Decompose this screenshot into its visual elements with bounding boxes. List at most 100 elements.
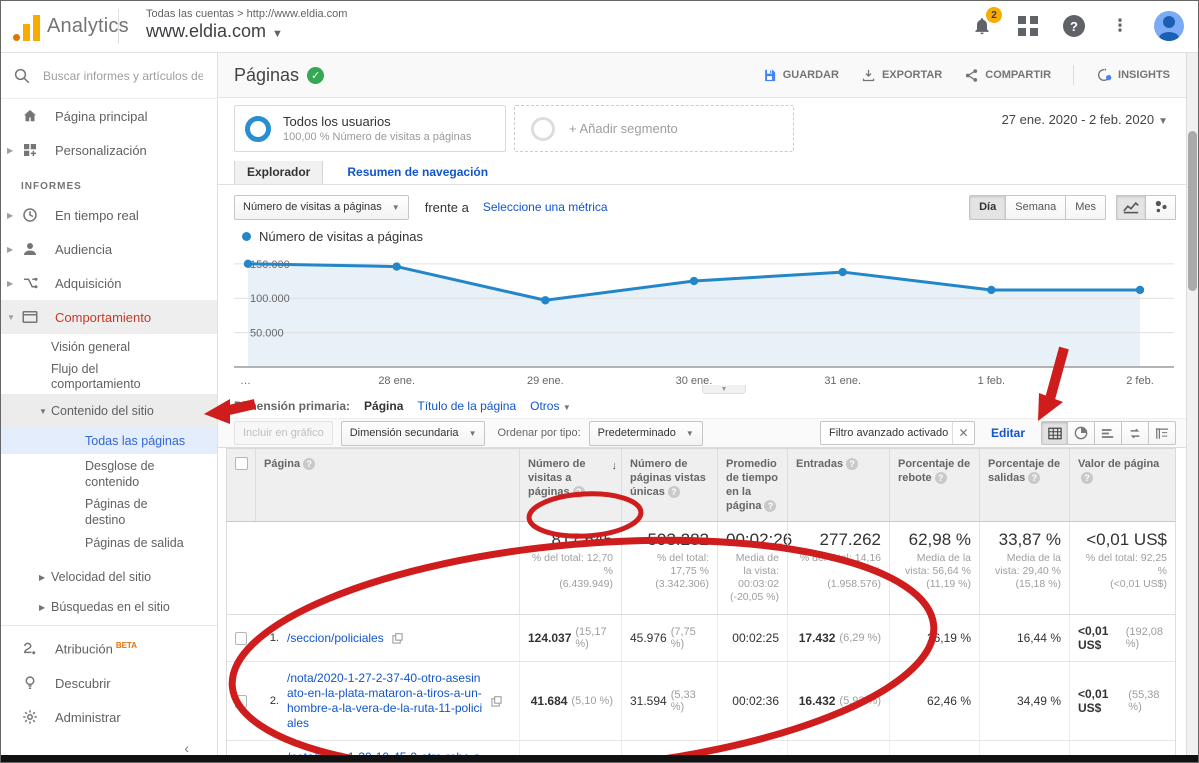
row-checkbox[interactable] (235, 694, 247, 708)
sidebar-item-vision-general[interactable]: Visión general (51, 340, 130, 354)
column-header-valor[interactable]: Valor de página? (1069, 449, 1175, 521)
row-checkbox[interactable] (235, 631, 247, 645)
scrollbar-thumb[interactable] (1188, 131, 1197, 291)
sidebar-item-descubrir[interactable]: Descubrir (1, 666, 217, 700)
sidebar-item-paginas-destino[interactable]: Páginas de destino (85, 497, 148, 527)
granularity-day-button[interactable]: Día (969, 194, 1007, 220)
help-icon[interactable]: ? (1081, 472, 1093, 484)
help-icon[interactable]: ? (764, 500, 777, 512)
column-header-pagina[interactable]: Página? (255, 449, 519, 521)
sidebar-search (1, 53, 217, 99)
table-view-button[interactable] (1041, 421, 1068, 445)
cell-vistas-unicas: 31.594 (5,33 %) (621, 662, 717, 740)
tab-resumen-navegacion[interactable]: Resumen de navegación (347, 165, 489, 179)
select-all-checkbox[interactable] (235, 457, 248, 470)
help-icon[interactable]: ? (303, 458, 316, 470)
add-segment-button[interactable]: + Añadir segmento (514, 105, 794, 152)
column-header-tiempo[interactable]: Promedio de tiempo en la página? (717, 449, 787, 521)
versus-label: frente a (424, 199, 469, 215)
column-header-entradas[interactable]: Entradas? (787, 449, 889, 521)
cell-salidas: 16,44 % (979, 615, 1069, 661)
help-button[interactable]: ? (1062, 14, 1086, 38)
comparison-view-button[interactable] (1122, 421, 1149, 445)
chevron-down-icon: ▼ (39, 406, 47, 416)
help-icon[interactable]: ? (667, 486, 680, 498)
timeseries-chart[interactable]: 50.000 100.000 150.000… 28 ene. 29 ene. 30 en… (234, 249, 1176, 391)
share-icon (966, 68, 978, 82)
column-header-visitas[interactable]: Número de visitas a páginas? ↓ (519, 449, 621, 521)
sidebar-collapse-button[interactable]: ‹ (1, 734, 217, 762)
help-icon[interactable]: ? (846, 458, 859, 470)
external-link-icon[interactable] (392, 632, 403, 644)
sidebar-item-contenido-sitio[interactable]: ▼ Contenido del sitio (1, 394, 217, 428)
analytics-logo-icon[interactable] (13, 13, 40, 41)
insights-button[interactable]: INSIGHTS (1096, 67, 1170, 83)
svg-text:100.000: 100.000 (250, 293, 290, 305)
sidebar-item-paginas-salida[interactable]: Páginas de salida (85, 536, 184, 550)
save-button[interactable]: GUARDAR (762, 68, 839, 83)
page-link[interactable]: /seccion/policiales (287, 630, 384, 645)
sidebar-item-comportamiento[interactable]: ▼ Comportamiento (1, 300, 217, 334)
user-avatar[interactable] (1154, 11, 1184, 41)
metric-dropdown[interactable]: Número de visitas a páginas ▼ (234, 194, 409, 220)
date-range-selector[interactable]: 27 ene. 2020 - 2 feb. 2020 ▼ (1001, 112, 1168, 127)
sort-type-dropdown[interactable]: Predeterminado ▼ (588, 420, 703, 446)
sidebar-item-atribucion[interactable]: Atribución BETA (1, 632, 217, 666)
sidebar-item-personalizacion[interactable]: ▶ Personalización (1, 133, 217, 167)
share-button[interactable]: COMPARTIR (964, 68, 1051, 83)
segment-all-users[interactable]: Todos los usuarios 100,00 % Número de vi… (234, 105, 506, 152)
page-link[interactable]: /nota/2020-1-27-2-37-40-otro-asesinato-e… (287, 671, 483, 730)
granularity-week-button[interactable]: Semana (1006, 194, 1067, 220)
apps-grid-button[interactable] (1016, 14, 1040, 38)
svg-text:50.000: 50.000 (250, 328, 284, 340)
motion-chart-toggle-button[interactable] (1146, 194, 1176, 220)
secondary-dimension-dropdown[interactable]: Dimensión secundaria ▼ (340, 420, 486, 446)
cell-valor: 0,00 US$(0,00 %) (1069, 741, 1175, 762)
sidebar-item-flujo-comportamiento[interactable]: Flujo del comportamiento (51, 362, 141, 391)
cell-salidas: 32,12 % (979, 741, 1069, 762)
dimension-pagina[interactable]: Página (364, 398, 404, 413)
help-icon[interactable]: ? (934, 472, 947, 484)
account-breadcrumb[interactable]: Todas las cuentas > http://www.eldia.com (146, 8, 348, 20)
column-header-rebote[interactable]: Porcentaje de rebote? (889, 449, 979, 521)
more-menu-button[interactable]: ⋮ (1108, 14, 1132, 38)
sidebar-item-adquisicion[interactable]: ▶ Adquisición (1, 266, 217, 300)
chevron-down-icon: ▼ (272, 28, 283, 40)
chart-expand-handle[interactable]: ▼ (702, 385, 746, 394)
tab-explorador[interactable]: Explorador (234, 160, 324, 184)
search-input[interactable] (43, 68, 203, 83)
notifications-button[interactable]: 2 (970, 7, 1002, 38)
sidebar-item-velocidad-sitio[interactable]: ▶ Velocidad del sitio (39, 570, 152, 584)
pivot-view-button[interactable] (1149, 421, 1176, 445)
advanced-filter-chip[interactable]: Filtro avanzado activado ✕ (819, 421, 975, 445)
property-selector[interactable]: www.eldia.com ▼ (146, 21, 283, 41)
sidebar-item-administrar[interactable]: Administrar (1, 700, 217, 734)
line-chart-toggle-button[interactable] (1116, 194, 1146, 220)
clear-filter-button[interactable]: ✕ (951, 422, 974, 444)
help-icon[interactable]: ? (1028, 472, 1041, 484)
performance-view-button[interactable] (1095, 421, 1122, 445)
select-metric-link[interactable]: Seleccione una métrica (482, 200, 608, 214)
external-link-icon[interactable] (491, 695, 502, 707)
sidebar-item-home[interactable]: Página principal (1, 99, 217, 133)
chevron-right-icon: ▶ (7, 278, 14, 288)
vertical-scrollbar[interactable] (1186, 53, 1198, 755)
chevron-right-icon: ▶ (39, 602, 46, 612)
dimension-titulo-pagina[interactable]: Título de la página (417, 398, 517, 413)
sidebar-item-todas-las-paginas[interactable]: Todas las páginas (1, 428, 217, 454)
edit-filter-link[interactable]: Editar (990, 426, 1025, 440)
cell-rebote: 62,46 % (889, 662, 979, 740)
help-icon[interactable]: ? (572, 486, 585, 498)
granularity-month-button[interactable]: Mes (1066, 194, 1106, 220)
dimension-otros[interactable]: Otros ▼ (530, 398, 571, 413)
column-header-vistas-unicas[interactable]: Número de páginas vistas únicas? (621, 449, 717, 521)
sidebar-item-desglose-contenido[interactable]: Desglose de contenido (85, 459, 155, 489)
percentage-view-button[interactable] (1068, 421, 1095, 445)
sidebar-item-tiempo-real[interactable]: ▶ En tiempo real (1, 198, 217, 232)
sidebar-item-audiencia[interactable]: ▶ Audiencia (1, 232, 217, 266)
export-button[interactable]: EXPORTAR (861, 68, 942, 83)
segment-section: Todos los usuarios 100,00 % Número de vi… (218, 98, 1186, 161)
column-header-salidas[interactable]: Porcentaje de salidas? (979, 449, 1069, 521)
sidebar-item-busquedas-sitio[interactable]: ▶ Búsquedas en el sitio (39, 599, 170, 614)
